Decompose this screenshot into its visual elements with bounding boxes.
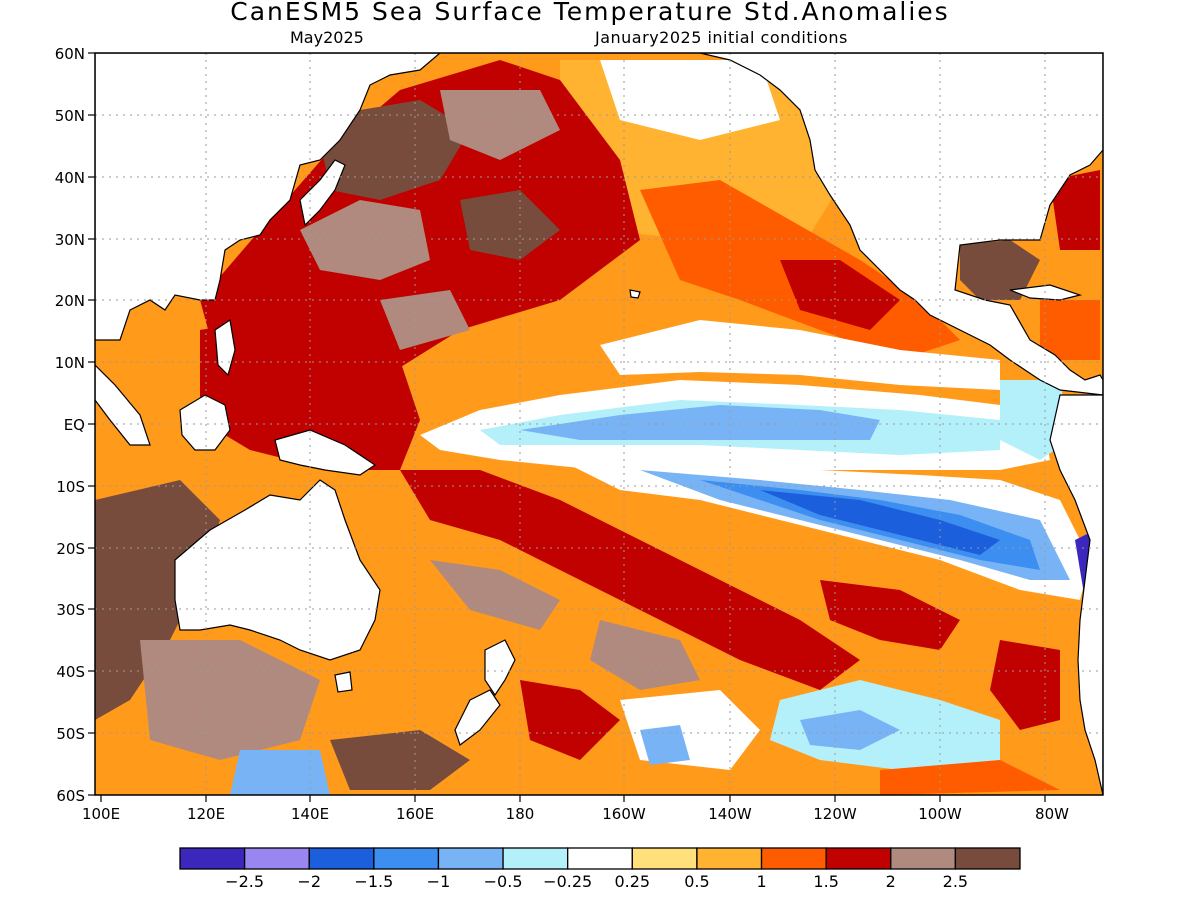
lat-label-50n: 50N: [55, 107, 85, 125]
colorbar-label: −0.25: [543, 872, 592, 891]
initial-conditions-label: January2025 initial conditions: [595, 28, 848, 47]
colorbar-label: 0.5: [684, 872, 709, 891]
colorbar-swatches: [179, 847, 1021, 870]
colorbar-swatch: [890, 847, 957, 870]
colorbar-swatch: [437, 847, 504, 870]
lon-label-120e: 120E: [187, 805, 225, 823]
anomaly-red-south-band: [400, 470, 860, 690]
anomaly-white-north: [600, 60, 780, 140]
land-borneo: [179, 394, 231, 451]
colorbar-label: 1: [756, 872, 766, 891]
lon-label-140e: 140E: [291, 805, 329, 823]
anomaly-red-atlantic: [1050, 170, 1100, 250]
land-tasmania: [334, 671, 353, 693]
colorbar-label: 2: [886, 872, 896, 891]
anomaly-red-south-3: [820, 580, 960, 650]
lat-label-40s: 40S: [56, 663, 85, 681]
lon-label-100e: 100E: [82, 805, 120, 823]
latitude-axis: 60N 50N 40N 30N 20N 10N EQ 10S 20S 30S 4…: [55, 45, 95, 805]
lat-label-eq: EQ: [64, 416, 85, 434]
colorbar-swatch: [825, 847, 892, 870]
anomaly-blue-southern-1: [230, 750, 330, 795]
anomaly-blue-eq: [520, 405, 880, 440]
lat-label-60n: 60N: [55, 45, 85, 63]
colorbar-swatch: [243, 847, 310, 870]
anomaly-red-ne: [780, 260, 900, 330]
colorbar-swatch: [631, 847, 698, 870]
colorbar-swatch: [696, 847, 763, 870]
land-australia: [174, 479, 381, 661]
anomaly-red-chile: [990, 640, 1060, 730]
anomaly-blue-southern-2: [640, 725, 690, 765]
lon-label-140w: 140W: [708, 805, 752, 823]
anomaly-white-se: [560, 460, 1090, 600]
colorbar-label: −0.5: [484, 872, 523, 891]
lat-label-60s: 60S: [56, 787, 85, 805]
anomaly-brown-nw-5: [380, 290, 470, 350]
anomaly-brown-south-4: [330, 730, 470, 790]
colorbar-label: −1: [427, 872, 451, 891]
colorbar-swatch: [373, 847, 440, 870]
anomaly-brown-indian: [95, 480, 220, 720]
colorbar-swatch: [308, 847, 375, 870]
land-nz-south: [454, 689, 501, 746]
anomaly-orange-caribbean: [1040, 300, 1100, 360]
anomaly-brown-nw-4: [460, 190, 560, 260]
chart-title: CanESM5 Sea Surface Temperature Std.Anom…: [230, 0, 950, 26]
lon-label-180: 180: [506, 805, 535, 823]
lat-label-30s: 30S: [56, 601, 85, 619]
longitude-axis: 100E 120E 140E 160E 180 160W 140W 120W 1…: [82, 795, 1069, 823]
anomaly-orange-southern: [880, 760, 1060, 795]
anomaly-red-warm-pool: [200, 320, 420, 470]
anomaly-white-north-eq: [600, 320, 1000, 390]
map-gridlines: [95, 53, 1103, 795]
colorbar-label: −1.5: [354, 872, 393, 891]
colorbar-label: 1.5: [813, 872, 838, 891]
forecast-month-label: May2025: [290, 28, 364, 47]
anomaly-red-south-5: [520, 680, 620, 760]
anomaly-brown-nw-3: [300, 200, 430, 280]
colorbar-label: −2.5: [225, 872, 264, 891]
lat-label-50s: 50S: [56, 725, 85, 743]
land-hawaii: [629, 289, 641, 299]
anomaly-brown-south-1: [430, 560, 560, 630]
anomaly-brown-south-2: [590, 620, 700, 690]
anomaly-brown-south-west: [140, 640, 320, 760]
anomaly-brown-gulf: [960, 240, 1040, 300]
land-new-guinea: [274, 429, 377, 476]
lon-label-80w: 80W: [1035, 805, 1069, 823]
lat-label-40n: 40N: [55, 169, 85, 187]
lat-label-20n: 20N: [55, 292, 85, 310]
lat-label-10s: 10S: [56, 478, 85, 496]
colorbar-swatch: [954, 847, 1021, 870]
lat-label-20s: 20S: [56, 540, 85, 558]
anomaly-brown-nw-1: [320, 100, 470, 200]
anomaly-brown-nw-2: [440, 90, 560, 160]
lon-label-160e: 160E: [396, 805, 434, 823]
land-nz-north: [484, 639, 516, 697]
colorbar-swatch: [502, 847, 569, 870]
land-sumatra: [95, 364, 151, 446]
land-masses: [95, 53, 1103, 795]
land-north-america: [699, 53, 1103, 396]
colorbar-swatch: [567, 847, 633, 870]
anomaly-blue-southern-3: [800, 710, 900, 750]
colorbar-swatch: [760, 847, 827, 870]
lon-label-100w: 100W: [918, 805, 962, 823]
colorbar-labels: −2.5 −2 −1.5 −1 −0.5 −0.25 0.25 0.5 1 1.5 2 2.5: [225, 872, 968, 891]
lat-label-10n: 10N: [55, 354, 85, 372]
colorbar-label: −2: [297, 872, 321, 891]
lon-label-160w: 160W: [602, 805, 646, 823]
colorbar-label: 0.25: [614, 872, 650, 891]
land-philippines: [214, 318, 236, 377]
colorbar-swatch: [179, 847, 246, 870]
anomaly-dark-blue-se: [760, 490, 1000, 555]
lon-label-120w: 120W: [813, 805, 857, 823]
land-south-america: [1049, 394, 1103, 795]
land-asia: [95, 53, 441, 341]
colorbar-label: 2.5: [943, 872, 968, 891]
lat-label-30n: 30N: [55, 231, 85, 249]
